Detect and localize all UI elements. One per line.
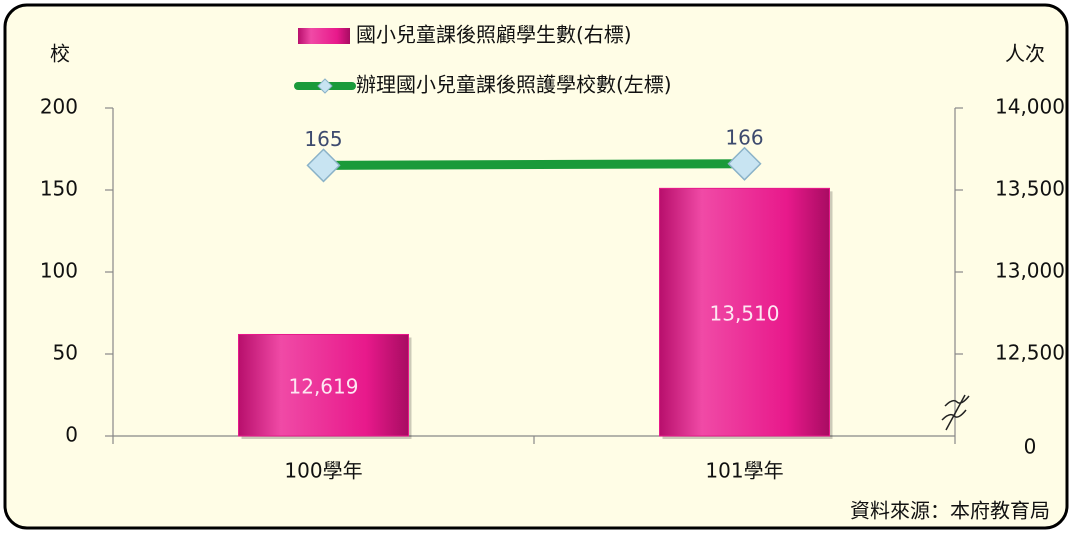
y2-tick-label: 12,500 — [995, 341, 1065, 365]
bar-value-label: 12,619 — [289, 375, 359, 399]
y2-tick-label: 13,500 — [995, 177, 1065, 201]
y-tick-label: 0 — [65, 423, 78, 447]
y-tick-label: 100 — [40, 259, 78, 283]
legend-label: 辦理國小兒童課後照護學校數(左標) — [356, 73, 672, 97]
bar-value-label: 13,510 — [710, 302, 780, 326]
line-marker — [306, 148, 341, 183]
line-value-label: 165 — [304, 127, 342, 151]
y2-tick-label: 0 — [1024, 435, 1037, 459]
y-axis-unit: 校 — [50, 42, 70, 66]
line — [323, 159, 745, 170]
x-tick-label: 100學年 — [284, 459, 362, 483]
legend-swatch — [298, 28, 350, 44]
legend-marker — [317, 78, 333, 94]
y-tick-label: 150 — [40, 177, 78, 201]
y-tick-label: 50 — [53, 341, 78, 365]
legend-label: 國小兒童課後照顧學生數(右標) — [356, 23, 632, 47]
bar — [659, 187, 830, 437]
y-tick-label: 200 — [40, 95, 78, 119]
line-marker — [727, 146, 762, 181]
axis-break — [941, 394, 970, 431]
y2-tick-label: 14,000 — [995, 95, 1065, 119]
y2-axis-unit: 人次 — [1005, 42, 1045, 66]
bar — [238, 333, 409, 437]
x-tick-label: 101學年 — [705, 459, 783, 483]
line-value-label: 166 — [725, 125, 763, 149]
y2-tick-label: 13,000 — [995, 259, 1065, 283]
source-note: 資料來源：本府教育局 — [850, 499, 1050, 523]
